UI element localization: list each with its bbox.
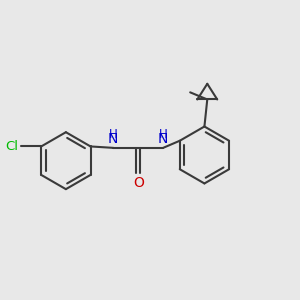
Text: N: N: [108, 132, 119, 146]
Text: H: H: [159, 128, 167, 141]
Text: O: O: [133, 176, 144, 190]
Text: H: H: [109, 128, 118, 141]
Text: Cl: Cl: [5, 140, 18, 153]
Text: N: N: [158, 132, 168, 146]
